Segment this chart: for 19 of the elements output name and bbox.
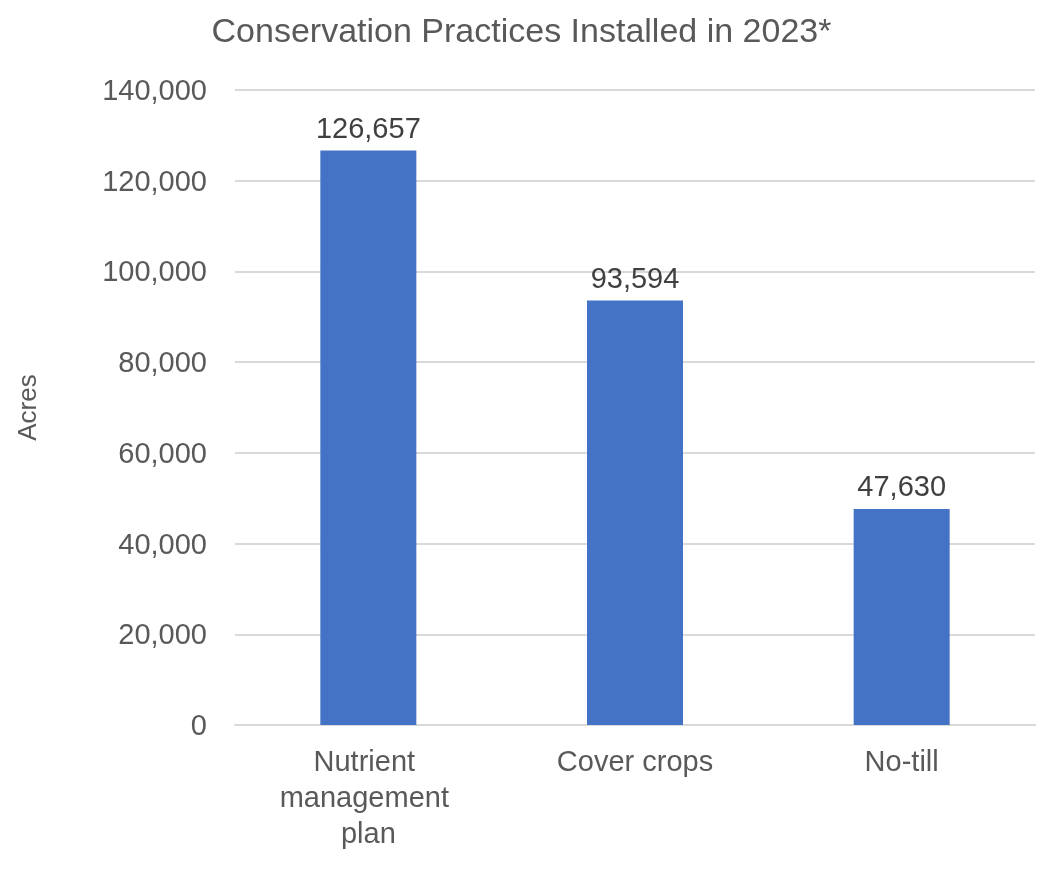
data-label: 93,594 bbox=[590, 261, 680, 294]
bar bbox=[320, 150, 417, 725]
data-label: 126,657 bbox=[315, 112, 421, 145]
bar bbox=[853, 508, 950, 725]
bar bbox=[587, 300, 683, 725]
y-tick-label: 0 bbox=[190, 709, 207, 741]
x-tick-label: No-till bbox=[864, 745, 939, 777]
y-axis-title: Acres bbox=[12, 374, 42, 441]
y-tick-label: 60,000 bbox=[118, 436, 207, 469]
chart-title: Conservation Practices Installed in 2023* bbox=[211, 11, 832, 49]
y-tick-label: 20,000 bbox=[118, 618, 207, 651]
y-tick-label: 80,000 bbox=[118, 346, 207, 379]
x-tick-label: Cover crops bbox=[556, 745, 714, 777]
y-tick-label: 140,000 bbox=[102, 74, 207, 106]
y-tick-label: 120,000 bbox=[102, 164, 207, 197]
y-tick-label: 100,000 bbox=[102, 255, 207, 288]
x-tick-label: Nutrient management plan bbox=[279, 745, 457, 849]
data-label: 47,630 bbox=[857, 470, 947, 503]
y-tick-label: 40,000 bbox=[118, 527, 207, 560]
